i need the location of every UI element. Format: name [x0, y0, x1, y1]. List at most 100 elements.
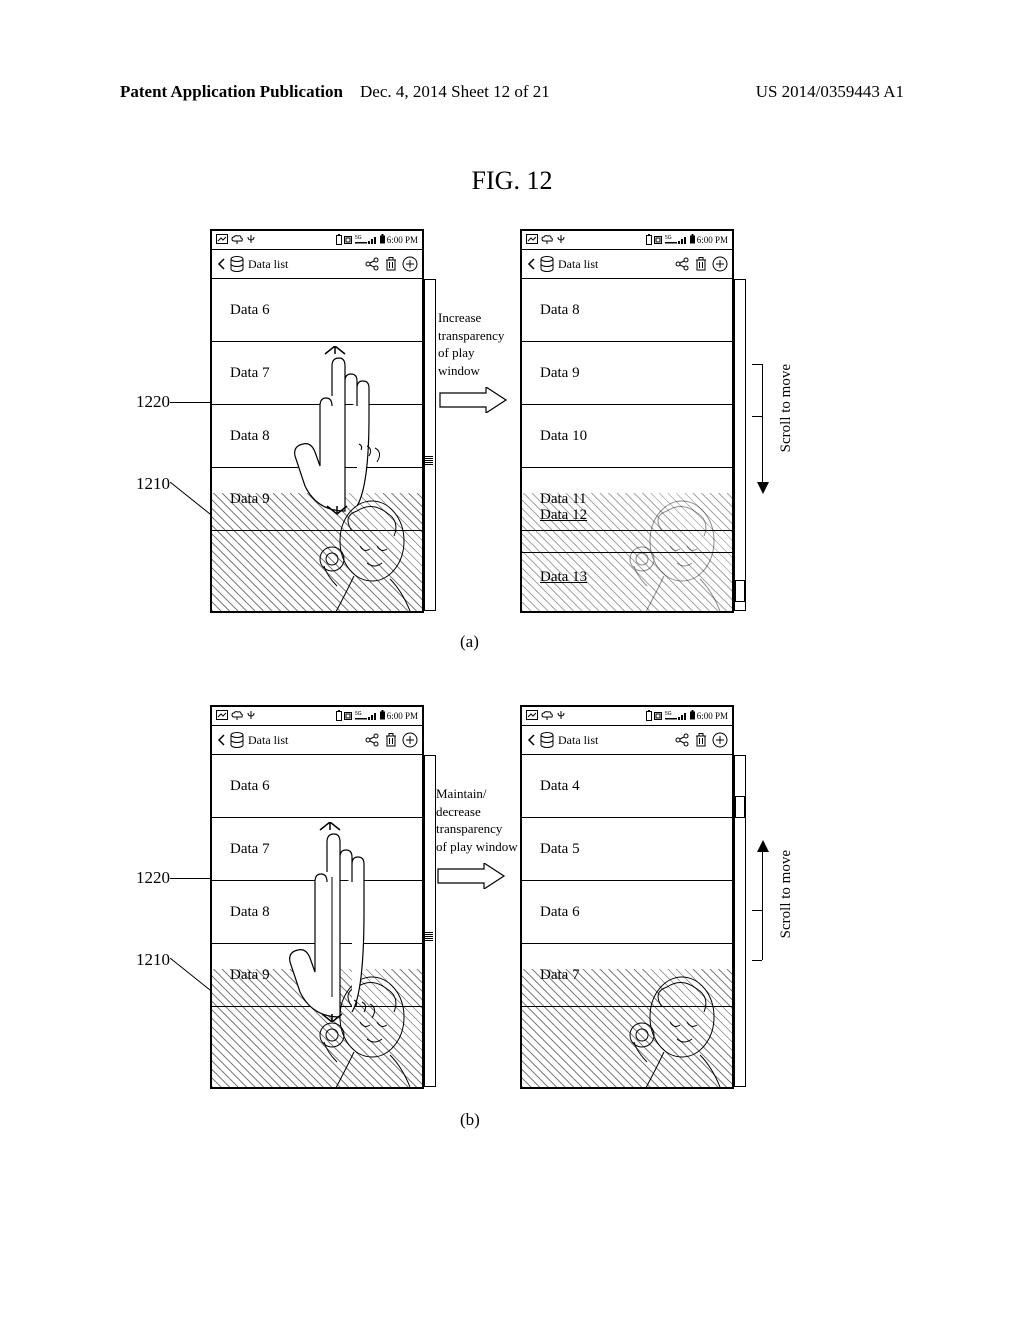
- app-title: Data list: [558, 257, 598, 272]
- list-item: Data 7: [212, 342, 422, 405]
- trash-icon[interactable]: [384, 256, 398, 272]
- battery-icon: [645, 234, 653, 247]
- list-item: Data 6: [212, 279, 422, 342]
- db-icon: [540, 732, 554, 748]
- list-item: Data 6: [212, 755, 422, 818]
- network-icon: 5G: [665, 234, 677, 246]
- scroll-thumb[interactable]: [735, 796, 745, 818]
- video-content-icon: [282, 969, 422, 1087]
- header-mid: Dec. 4, 2014 Sheet 12 of 21: [360, 82, 550, 102]
- scroll-thumb[interactable]: [425, 455, 433, 465]
- picture-icon: [216, 710, 228, 722]
- app-title: Data list: [248, 733, 288, 748]
- list-item: Data 5: [522, 818, 732, 881]
- app-title: Data list: [558, 733, 598, 748]
- ref-1220: 1220: [120, 392, 170, 412]
- back-icon[interactable]: [216, 257, 226, 271]
- scroll-bracket: [752, 910, 762, 911]
- app-bar: Data list: [522, 250, 732, 279]
- data-list[interactable]: Data 6 Data 7 Data 8 Data 9: [212, 755, 422, 1087]
- add-icon[interactable]: [402, 256, 418, 272]
- scroll-thumb[interactable]: [735, 580, 745, 602]
- db-icon: [230, 732, 244, 748]
- scroll-label: Scroll to move: [778, 850, 795, 938]
- phone-a-right: 5G 6:00 PM Data list Data 8 Data 9 Data …: [520, 229, 734, 613]
- data-list[interactable]: Data 6 Data 7 Data 8 Data 9: [212, 279, 422, 611]
- battery-icon: [645, 710, 653, 723]
- status-time: 6:00 PM: [387, 711, 418, 721]
- battery2-icon: [689, 234, 696, 246]
- picture-icon: [216, 234, 228, 246]
- subfig-b-label: (b): [460, 1110, 480, 1130]
- svg-text:5G: 5G: [665, 711, 672, 717]
- header-left: Patent Application Publication: [120, 82, 343, 102]
- svg-text:5G: 5G: [355, 711, 362, 717]
- list-item: Data 6: [522, 881, 732, 944]
- cloud-icon: [540, 710, 554, 722]
- app-bar: Data list: [212, 726, 422, 755]
- play-window: [212, 969, 422, 1087]
- play-window-transparent: Data 12 Data 13: [522, 493, 732, 611]
- signal-icon: [678, 234, 688, 246]
- back-icon[interactable]: [216, 733, 226, 747]
- cloud-icon: [230, 234, 244, 246]
- svg-text:5G: 5G: [355, 235, 362, 241]
- data-list[interactable]: Data 8 Data 9 Data 10 Data 11 Data 12 Da…: [522, 279, 732, 611]
- trash-icon[interactable]: [384, 732, 398, 748]
- scroll-indicator: [762, 364, 763, 484]
- add-icon[interactable]: [712, 256, 728, 272]
- add-icon[interactable]: [712, 732, 728, 748]
- share-icon[interactable]: [364, 733, 380, 747]
- svg-text:5G: 5G: [665, 235, 672, 241]
- scrollbar[interactable]: [734, 279, 746, 611]
- psi-icon: [556, 710, 566, 722]
- battery2-icon: [689, 710, 696, 722]
- share-icon[interactable]: [674, 733, 690, 747]
- status-time: 6:00 PM: [697, 711, 728, 721]
- psi-icon: [246, 234, 256, 246]
- transition-label: Increasetransparencyof playwindow: [438, 309, 528, 418]
- phone-b-right: 5G 6:00 PM Data list Data 4 Data 5 Data …: [520, 705, 734, 1089]
- list-item: Data 10: [522, 405, 732, 468]
- list-item: Data 4: [522, 755, 732, 818]
- data-list[interactable]: Data 4 Data 5 Data 6 Data 7: [522, 755, 732, 1087]
- psi-icon: [246, 710, 256, 722]
- app-title: Data list: [248, 257, 288, 272]
- network-icon: 5G: [665, 710, 677, 722]
- list-item: Data 8: [212, 881, 422, 944]
- leader-line: [170, 878, 210, 879]
- list-item: Data 7: [212, 818, 422, 881]
- scrollbar[interactable]: [424, 279, 436, 611]
- share-icon[interactable]: [674, 257, 690, 271]
- back-icon[interactable]: [526, 733, 536, 747]
- share-icon[interactable]: [364, 257, 380, 271]
- sim-icon: [654, 710, 664, 722]
- trash-icon[interactable]: [694, 256, 708, 272]
- app-bar: Data list: [212, 250, 422, 279]
- scroll-indicator: [762, 850, 763, 960]
- status-time: 6:00 PM: [697, 235, 728, 245]
- video-content-icon: [282, 493, 422, 611]
- trash-icon[interactable]: [694, 732, 708, 748]
- battery2-icon: [379, 710, 386, 722]
- play-window: [522, 969, 732, 1087]
- status-time: 6:00 PM: [387, 235, 418, 245]
- cloud-icon: [230, 710, 244, 722]
- arrow-down-icon: [757, 482, 769, 494]
- arrow-icon: [436, 863, 506, 889]
- picture-icon: [526, 710, 538, 722]
- arrow-icon: [438, 387, 508, 413]
- back-icon[interactable]: [526, 257, 536, 271]
- app-bar: Data list: [522, 726, 732, 755]
- list-item-under: Data 12: [540, 507, 587, 524]
- phone-a-left: 5G 6:00 PM Data list Data 6 Data 7 Data …: [210, 229, 424, 613]
- scroll-bracket: [752, 364, 762, 365]
- ref-1210: 1210: [120, 474, 170, 494]
- add-icon[interactable]: [402, 732, 418, 748]
- ref-1210: 1210: [120, 950, 170, 970]
- scroll-thumb[interactable]: [425, 931, 433, 941]
- scrollbar[interactable]: [734, 755, 746, 1087]
- scrollbar[interactable]: [424, 755, 436, 1087]
- subfig-a-label: (a): [460, 632, 479, 652]
- sim-icon: [344, 710, 354, 722]
